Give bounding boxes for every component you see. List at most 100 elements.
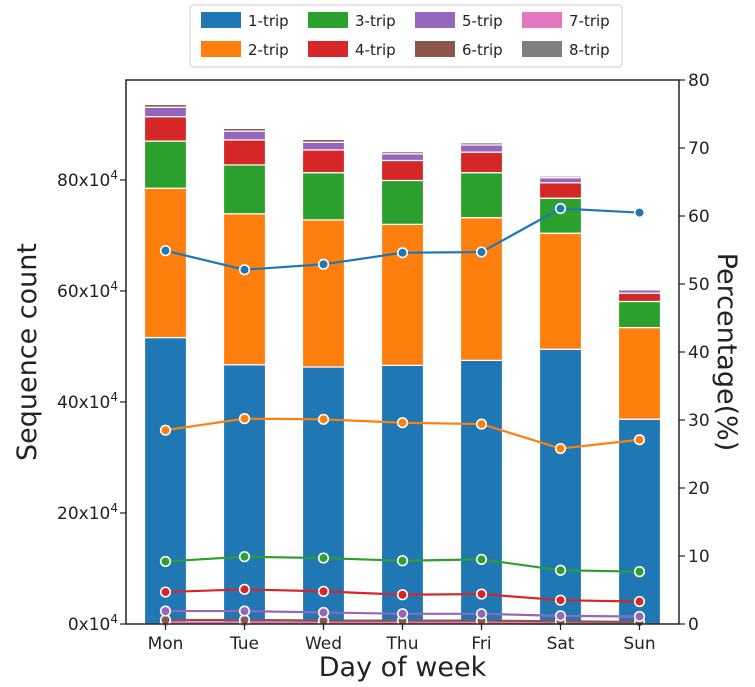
legend-swatch-8-trip xyxy=(522,41,562,57)
x-tick-label-Sun: Sun xyxy=(623,634,655,654)
bar-5-trip-Fri xyxy=(459,144,504,153)
legend-label-1-trip: 1-trip xyxy=(248,12,289,30)
point-5-trip-Fri xyxy=(475,608,488,620)
y-tick-label-20: 20x104 xyxy=(57,501,118,524)
legend-swatch-4-trip xyxy=(308,41,348,57)
bar-4-trip-Sun xyxy=(617,292,662,303)
bar-8-trip-Wed xyxy=(301,137,346,139)
bar-4-trip-Thu xyxy=(380,159,425,182)
bar-8-trip-Mon xyxy=(143,102,188,104)
bar-5-trip-Sat xyxy=(538,177,583,184)
y-tick-exponent: 4 xyxy=(110,612,118,626)
bar-3-trip-Sun xyxy=(617,300,662,329)
bar-1-trip-Mon xyxy=(143,336,188,625)
bar-1-trip-Sat xyxy=(538,348,583,625)
legend: 1-trip 2-trip 3-trip 4-trip 5-trip 6-trip 7-tr… xyxy=(189,4,623,68)
legend-label-7-trip: 7-trip xyxy=(569,12,610,30)
legend-swatch-1-trip xyxy=(201,12,241,28)
bar-1-trip-Fri xyxy=(459,359,504,625)
y2-tick-label-80: 80 xyxy=(688,71,710,91)
bar-3-trip-Tue xyxy=(222,164,267,215)
legend-label-5-trip: 5-trip xyxy=(462,12,503,30)
point-3-trip-Mon xyxy=(159,555,172,568)
point-4-trip-Sun xyxy=(633,595,646,608)
bar-2-trip-Mon xyxy=(143,187,188,339)
point-1-trip-Fri xyxy=(475,246,488,258)
y2-tick-label-70: 70 xyxy=(688,139,710,159)
bar-3-trip-Fri xyxy=(459,172,504,219)
point-5-trip-Thu xyxy=(396,608,409,620)
y-tick-exponent: 4 xyxy=(110,279,118,293)
point-5-trip-Sat xyxy=(554,610,567,622)
bar-2-trip-Sat xyxy=(538,232,583,350)
bar-8-trip-Thu xyxy=(380,149,425,152)
legend-swatch-7-trip xyxy=(522,12,562,28)
x-tick-label-Tue: Tue xyxy=(229,634,259,654)
ticks-group: Mon Tue Wed Thu Fri Sat Sun 0x104 20x104 40x104 60… xyxy=(57,71,710,654)
point-5-trip-Wed xyxy=(317,606,330,619)
x-tick-label-Sat: Sat xyxy=(547,634,575,654)
legend-swatch-2-trip xyxy=(201,41,241,57)
point-3-trip-Tue xyxy=(238,551,251,563)
point-3-trip-Thu xyxy=(396,555,409,567)
point-2-trip-Thu xyxy=(396,417,409,429)
y2-tick-label-60: 60 xyxy=(688,207,710,227)
legend-label-3-trip: 3-trip xyxy=(355,12,396,30)
x-tick-label-Mon: Mon xyxy=(148,634,184,654)
point-2-trip-Sun xyxy=(633,434,646,446)
point-1-trip-Thu xyxy=(396,247,409,259)
bar-3-trip-Thu xyxy=(380,179,425,225)
bar-2-trip-Wed xyxy=(301,219,346,368)
bar-1-trip-Sun xyxy=(617,418,662,625)
y2-tick-label-20: 20 xyxy=(688,479,710,499)
bar-4-trip-Mon xyxy=(143,116,188,142)
point-4-trip-Thu xyxy=(396,589,409,601)
point-5-trip-Sun xyxy=(633,610,646,623)
y2-axis-label: Percentage(%) xyxy=(711,253,742,452)
point-3-trip-Sat xyxy=(554,564,567,576)
point-3-trip-Wed xyxy=(317,552,330,564)
bar-2-trip-Sun xyxy=(617,326,662,420)
y2-tick-label-50: 50 xyxy=(688,275,710,295)
bar-1-trip-Thu xyxy=(380,364,425,625)
point-5-trip-Mon xyxy=(159,605,172,617)
legend-label-4-trip: 4-trip xyxy=(355,41,396,59)
point-5-trip-Tue xyxy=(238,605,251,617)
bar-5-trip-Mon xyxy=(143,106,188,118)
legend-label-2-trip: 2-trip xyxy=(248,41,289,59)
legend-swatch-6-trip xyxy=(415,41,455,57)
bar-3-trip-Wed xyxy=(301,172,346,221)
point-4-trip-Mon xyxy=(159,586,172,598)
y-tick-exponent: 4 xyxy=(110,501,118,515)
bar-5-trip-Wed xyxy=(301,141,346,151)
point-4-trip-Sat xyxy=(554,594,567,606)
point-4-trip-Tue xyxy=(238,583,251,595)
y-tick-exponent: 4 xyxy=(110,168,118,182)
point-1-trip-Tue xyxy=(238,264,251,276)
y-tick-label-60: 60x104 xyxy=(57,279,118,302)
y2-tick-label-0: 0 xyxy=(688,615,699,635)
lines-group xyxy=(159,202,646,630)
bar-5-trip-Tue xyxy=(222,130,267,141)
point-3-trip-Sun xyxy=(633,566,646,578)
point-1-trip-Mon xyxy=(159,245,172,257)
y2-tick-label-10: 10 xyxy=(688,547,710,567)
point-2-trip-Mon xyxy=(159,424,172,436)
bar-4-trip-Tue xyxy=(222,139,267,166)
x-tick-label-Wed: Wed xyxy=(305,634,342,654)
x-tick-label-Thu: Thu xyxy=(386,634,419,654)
y-axis-label: Sequence count xyxy=(12,243,43,461)
y-tick-label-0: 0x104 xyxy=(68,612,118,635)
point-4-trip-Wed xyxy=(317,585,330,597)
point-2-trip-Tue xyxy=(238,413,251,425)
bar-2-trip-Fri xyxy=(459,217,504,361)
bar-8-trip-Fri xyxy=(459,140,504,143)
x-tick-label-Fri: Fri xyxy=(471,634,491,654)
legend-box xyxy=(189,4,623,68)
x-axis-label: Day of week xyxy=(319,652,487,683)
bar-4-trip-Sat xyxy=(538,182,583,199)
bar-4-trip-Fri xyxy=(459,151,504,174)
legend-label-8-trip: 8-trip xyxy=(569,41,610,59)
bar-5-trip-Thu xyxy=(380,153,425,162)
point-1-trip-Wed xyxy=(317,258,330,270)
